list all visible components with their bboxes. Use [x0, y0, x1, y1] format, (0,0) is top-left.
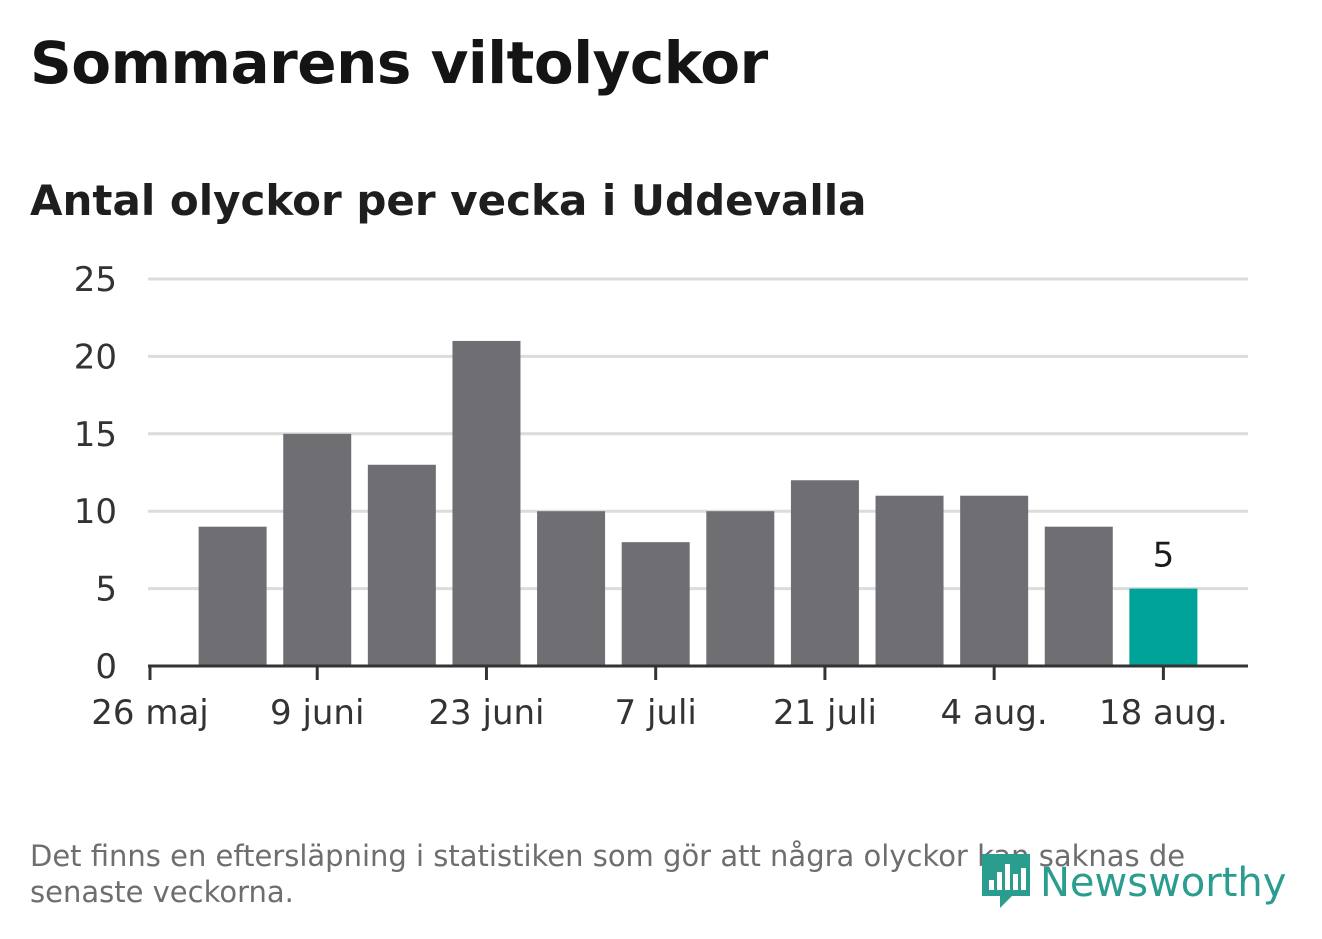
x-tick-label: 9 juni	[270, 693, 364, 733]
bar	[706, 511, 775, 666]
x-tick-label: 21 juli	[773, 693, 877, 733]
y-tick-label: 5	[95, 570, 117, 610]
bar	[537, 511, 606, 666]
brand-name: Newsworthy	[1040, 860, 1287, 906]
bar	[367, 464, 436, 666]
x-axis	[148, 664, 1248, 680]
y-tick-label: 0	[95, 647, 117, 687]
bar	[790, 480, 859, 666]
bar	[875, 495, 944, 666]
bar	[960, 495, 1029, 666]
x-tick-label: 18 aug.	[1099, 693, 1228, 733]
y-tick-label: 15	[74, 415, 117, 455]
bar	[198, 526, 267, 666]
bar	[1044, 526, 1113, 666]
bar	[283, 433, 352, 666]
x-tick-label: 26 maj	[91, 693, 208, 733]
bar	[452, 340, 521, 666]
bar-highlight	[1129, 588, 1198, 666]
chart-title: Sommarens viltolyckor	[30, 29, 768, 97]
y-tick-label: 10	[74, 492, 117, 532]
bars	[198, 340, 1198, 666]
x-tick-label: 7 juli	[615, 693, 697, 733]
y-tick-label: 25	[74, 260, 117, 300]
brand-logo: Newsworthy	[980, 850, 1286, 916]
newsworthy-logo-icon	[980, 850, 1032, 916]
chart-subtitle: Antal olyckor per vecka i Uddevalla	[30, 176, 867, 225]
labels: 0 5 10 15 20 25 5 26 maj 9 juni 23 juni 7 juli 21 j…	[74, 260, 1228, 733]
bar	[621, 542, 690, 666]
y-tick-label: 20	[74, 337, 117, 377]
x-tick-label: 4 aug.	[941, 693, 1048, 733]
data-label: 5	[1153, 536, 1175, 576]
x-tick-label: 23 juni	[428, 693, 544, 733]
